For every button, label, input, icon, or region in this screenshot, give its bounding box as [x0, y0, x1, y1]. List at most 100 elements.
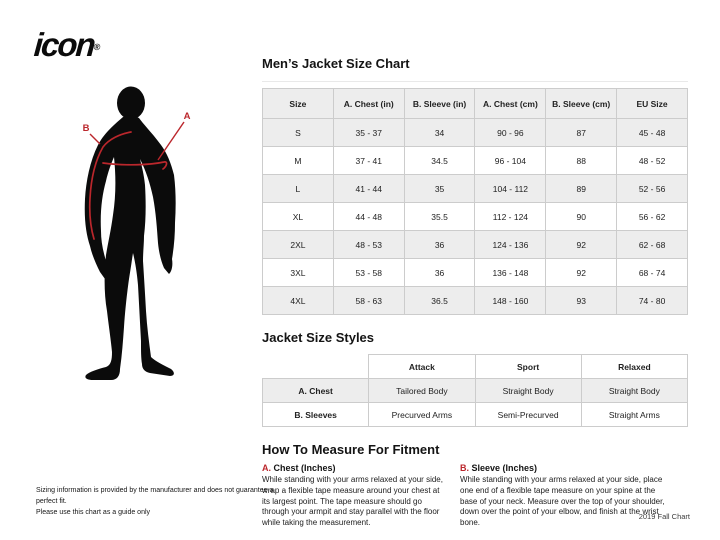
- size-chart-cell: 68 - 74: [616, 258, 688, 287]
- styles-chart-cell: Tailored Body: [368, 378, 476, 403]
- size-chart-column-header: EU Size: [616, 88, 688, 119]
- size-chart-cell: 34: [403, 118, 476, 147]
- styles-chart-cell: Straight Arms: [580, 402, 689, 427]
- disclaimer-line-2: Please use this chart as a guide only: [36, 508, 151, 516]
- label-a: A: [184, 111, 191, 122]
- styles-chart-cell: Precurved Arms: [368, 402, 476, 427]
- size-chart-cell: 36: [403, 230, 476, 259]
- size-chart-cell: 89: [545, 174, 618, 203]
- sleeve-instruction-heading: B. Sleeve (Inches): [460, 463, 672, 473]
- size-chart-cell: 74 - 80: [616, 286, 688, 315]
- label-a-pointer-line: [157, 121, 185, 161]
- chest-measure-line: [102, 161, 168, 170]
- styles-chart-row: B. Sleeves Precurved Arms Semi-Precurved St…: [261, 402, 689, 427]
- label-b: B: [83, 123, 90, 134]
- size-chart-column-header: B. Sleeve (in): [403, 88, 476, 119]
- chest-instruction-heading: A. Chest (Inches): [262, 463, 444, 473]
- size-chart-cell: 36: [403, 258, 476, 287]
- size-chart-cell: 35: [403, 174, 476, 203]
- size-chart-cell: 37 - 41: [332, 146, 405, 175]
- size-chart-cell: 92: [545, 258, 618, 287]
- body-silhouette-graphic: A B: [83, 86, 191, 380]
- measure-instructions: A. Chest (Inches) While standing with yo…: [262, 463, 688, 529]
- charts-column: Men’s Jacket Size Chart Size A. Chest (in…: [261, 56, 689, 529]
- size-chart-cell: L: [262, 174, 334, 203]
- size-chart-table: Size A. Chest (in) B. Sleeve (in) A. Chest …: [262, 88, 688, 315]
- registered-mark-icon: ®: [93, 42, 101, 52]
- size-chart-column-header: Size: [262, 88, 334, 119]
- size-chart-cell: 45 - 48: [616, 118, 688, 147]
- disclaimer-line-1: Sizing information is provided by the ma…: [36, 487, 274, 505]
- styles-chart-cell: Straight Body: [474, 378, 582, 403]
- measurement-figure: A B: [40, 84, 260, 386]
- size-chart-cell: 34.5: [403, 146, 476, 175]
- styles-chart-column-header: Relaxed: [580, 354, 689, 379]
- sleeve-letter: B.: [460, 463, 469, 473]
- size-chart-cell: 3XL: [262, 258, 334, 287]
- size-chart-cell: S: [262, 118, 334, 147]
- label-b-pointer-line: [89, 133, 101, 145]
- styles-chart-table: Attack Sport Relaxed A. Chest Tailored Body…: [261, 354, 689, 427]
- size-chart-row: 4XL 58 - 63 36.5 148 - 160 93 74 - 80: [262, 286, 688, 315]
- size-chart-cell: 124 - 136: [474, 230, 547, 259]
- size-chart-cell: 48 - 52: [616, 146, 688, 175]
- size-chart-header-row: Size A. Chest (in) B. Sleeve (in) A. Chest …: [262, 88, 688, 119]
- styles-chart-cell: Semi-Precurved: [474, 402, 582, 427]
- size-chart-row: 2XL 48 - 53 36 124 - 136 92 62 - 68: [262, 230, 688, 259]
- size-chart-cell: 112 - 124: [474, 202, 547, 231]
- size-chart-row: XL 44 - 48 35.5 112 - 124 90 56 - 62: [262, 202, 688, 231]
- size-chart-cell: 44 - 48: [332, 202, 405, 231]
- silhouette-head: [117, 86, 145, 120]
- chest-instruction-body: While standing with your arms relaxed at…: [262, 475, 443, 528]
- styles-chart-column-header: Attack: [368, 354, 476, 379]
- size-chart-cell: 96 - 104: [474, 146, 547, 175]
- disclaimer-text: Sizing information is provided by the ma…: [36, 486, 278, 519]
- size-chart-column-header: B. Sleeve (cm): [545, 88, 618, 119]
- size-chart-cell: 56 - 62: [616, 202, 688, 231]
- size-chart-cell: 41 - 44: [332, 174, 405, 203]
- size-chart-cell: 104 - 112: [474, 174, 547, 203]
- size-chart-column-header: A. Chest (cm): [474, 88, 547, 119]
- size-chart-cell: 90: [545, 202, 618, 231]
- size-chart-row: S 35 - 37 34 90 - 96 87 45 - 48: [262, 118, 688, 147]
- size-chart-title: Men’s Jacket Size Chart: [262, 56, 688, 82]
- styles-chart-header-row: Attack Sport Relaxed: [263, 354, 689, 379]
- silhouette-body: [84, 115, 176, 380]
- sleeve-instruction: B. Sleeve (Inches) While standing with y…: [460, 463, 672, 529]
- size-chart-cell: 36.5: [403, 286, 476, 315]
- size-chart-cell: 58 - 63: [332, 286, 405, 315]
- size-chart-cell: M: [262, 146, 334, 175]
- styles-chart-row: A. Chest Tailored Body Straight Body Straig…: [261, 378, 689, 403]
- size-chart-row: L 41 - 44 35 104 - 112 89 52 - 56: [262, 174, 688, 203]
- chest-instruction: A. Chest (Inches) While standing with yo…: [262, 463, 444, 529]
- size-chart-cell: XL: [262, 202, 334, 231]
- styles-chart-title: Jacket Size Styles: [262, 330, 375, 345]
- size-chart-cell: 148 - 160: [474, 286, 547, 315]
- styles-chart-cell: Straight Body: [580, 378, 689, 403]
- sleeve-measure-line: [88, 131, 132, 240]
- chest-heading-text: Chest (Inches): [273, 463, 336, 473]
- size-chart-cell: 2XL: [262, 230, 334, 259]
- measure-title: How To Measure For Fitment: [262, 442, 440, 457]
- size-chart-column-header: A. Chest (in): [332, 88, 405, 119]
- icon-logo: icon®: [33, 26, 102, 64]
- size-chart-cell: 48 - 53: [332, 230, 405, 259]
- styles-chart-column-header: [263, 355, 369, 379]
- size-chart-row: 3XL 53 - 58 36 136 - 148 92 68 - 74: [262, 258, 688, 287]
- chart-date: 2019 Fall Chart: [638, 512, 690, 521]
- sleeve-heading-text: Sleeve (Inches): [471, 463, 538, 473]
- size-chart-cell: 4XL: [262, 286, 334, 315]
- chest-letter: A.: [262, 463, 271, 473]
- styles-chart-column-header: Sport: [474, 354, 582, 379]
- size-chart-cell: 92: [545, 230, 618, 259]
- size-chart-cell: 88: [545, 146, 618, 175]
- size-chart-cell: 52 - 56: [616, 174, 688, 203]
- icon-logo-text: icon: [32, 26, 96, 63]
- size-chart-row: M 37 - 41 34.5 96 - 104 88 48 - 52: [262, 146, 688, 175]
- size-chart-cell: 35.5: [403, 202, 476, 231]
- size-chart-cell: 90 - 96: [474, 118, 547, 147]
- size-chart-cell: 35 - 37: [332, 118, 405, 147]
- size-chart-cell: 136 - 148: [474, 258, 547, 287]
- sleeve-instruction-body: While standing with your arms relaxed at…: [460, 475, 665, 528]
